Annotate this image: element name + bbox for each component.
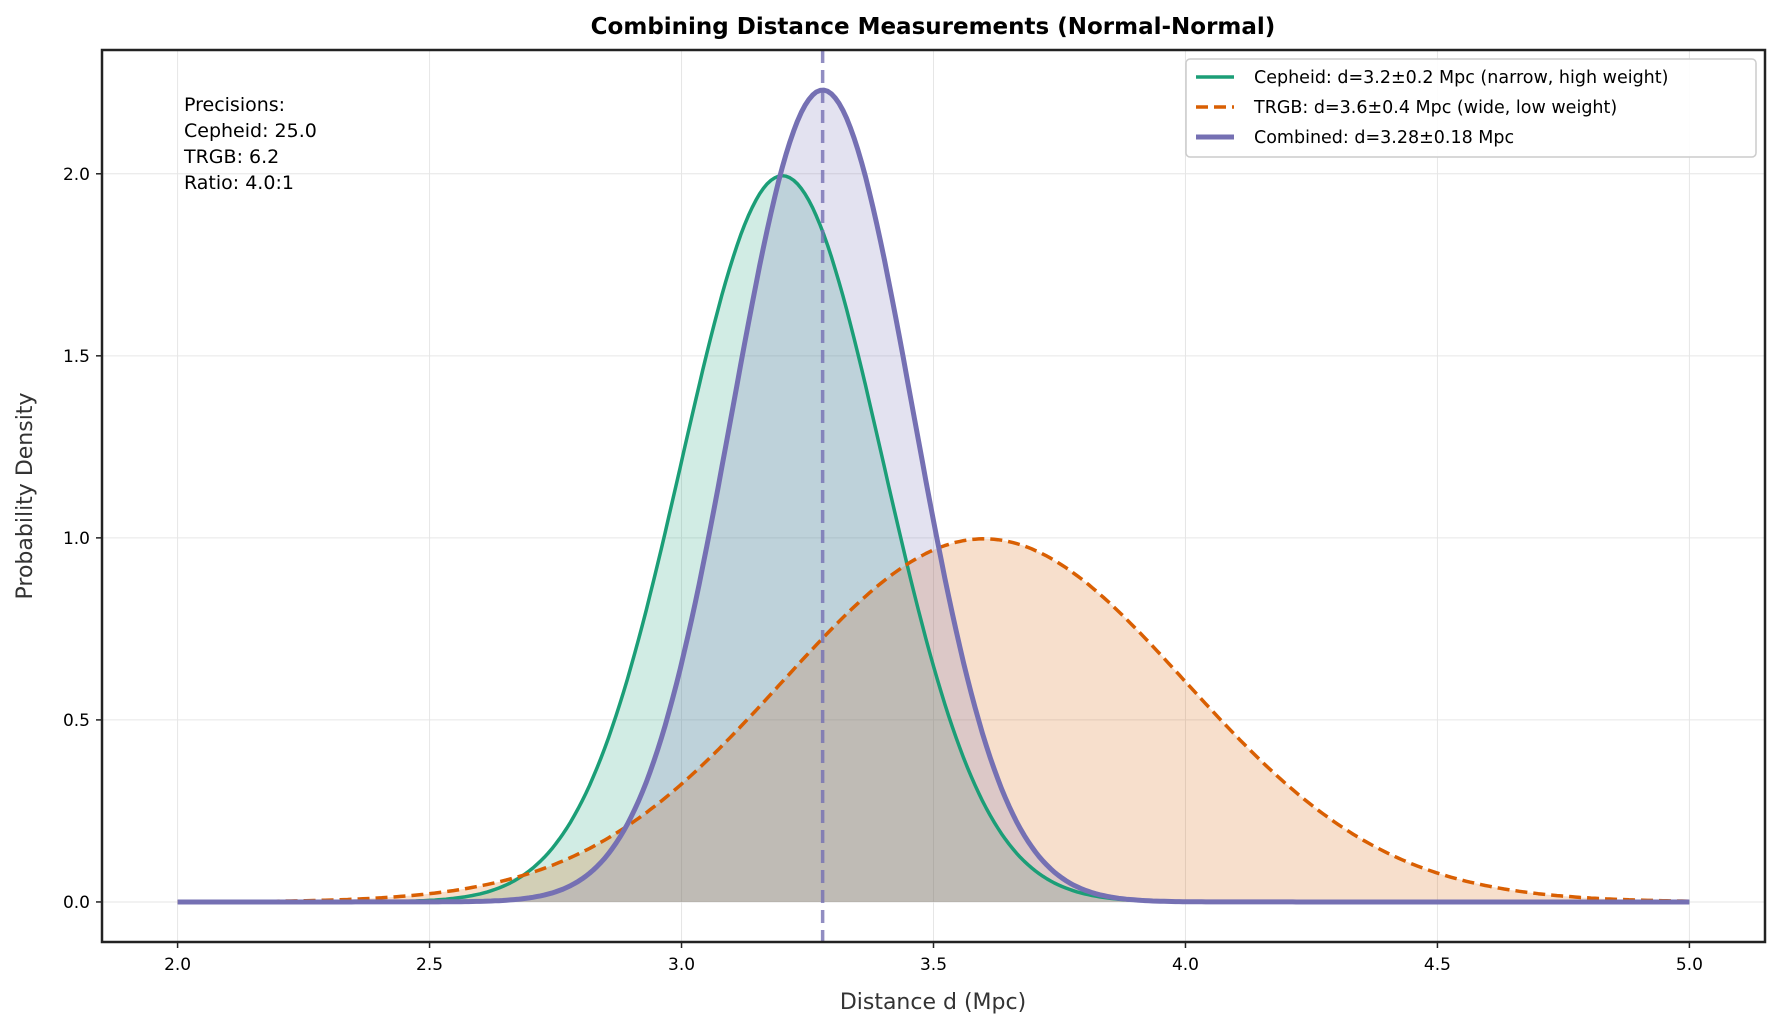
y-tick-label: 0.0 (63, 893, 90, 913)
annotation-line: Precisions: (184, 94, 285, 116)
series-fill-2 (177, 90, 1690, 903)
x-tick-label: 3.5 (920, 955, 947, 975)
legend-label-cepheid: Cepheid: d=3.2±0.2 Mpc (narrow, high wei… (1254, 68, 1668, 88)
y-tick-label: 2.0 (63, 165, 90, 185)
grid (102, 50, 1765, 942)
precision-annotation: Precisions: Cepheid: 25.0 TRGB: 6.2 Rati… (183, 94, 317, 194)
x-axis-label: Distance d (Mpc) (840, 990, 1026, 1015)
fills (177, 90, 1690, 903)
x-ticks: 2.0 2.5 3.0 3.5 4.0 4.5 5.0 (164, 942, 1703, 975)
annotation-line: Ratio: 4.0:1 (184, 172, 294, 194)
lines (177, 50, 1690, 942)
annotation-line: TRGB: 6.2 (183, 146, 279, 168)
legend-label-combined: Combined: d=3.28±0.18 Mpc (1254, 128, 1514, 148)
legend-box (1185, 58, 1757, 158)
x-tick-label: 4.5 (1424, 955, 1451, 975)
series-fill-0 (177, 175, 1690, 902)
x-tick-label: 2.0 (164, 955, 191, 975)
legend-label-trgb: TRGB: d=3.6±0.4 Mpc (wide, low weight) (1253, 98, 1617, 118)
series-line-2 (177, 87, 1690, 905)
chart-title: Combining Distance Measurements (Normal-… (591, 14, 1276, 40)
y-ticks: 0.0 0.5 1.0 1.5 2.0 (63, 165, 102, 913)
y-axis-label: Probability Density (13, 393, 38, 600)
x-tick-label: 3.0 (668, 955, 695, 975)
annotation-line: Cepheid: 25.0 (184, 120, 317, 142)
y-tick-label: 1.5 (63, 347, 90, 367)
legend: Cepheid: d=3.2±0.2 Mpc (narrow, high wei… (1185, 58, 1757, 158)
y-tick-label: 1.0 (63, 529, 90, 549)
series-line-1 (177, 537, 1690, 904)
y-tick-label: 0.5 (63, 711, 90, 731)
x-tick-label: 4.0 (1172, 955, 1199, 975)
x-tick-label: 5.0 (1676, 955, 1703, 975)
x-tick-label: 2.5 (416, 955, 443, 975)
series-fill-1 (177, 538, 1690, 902)
